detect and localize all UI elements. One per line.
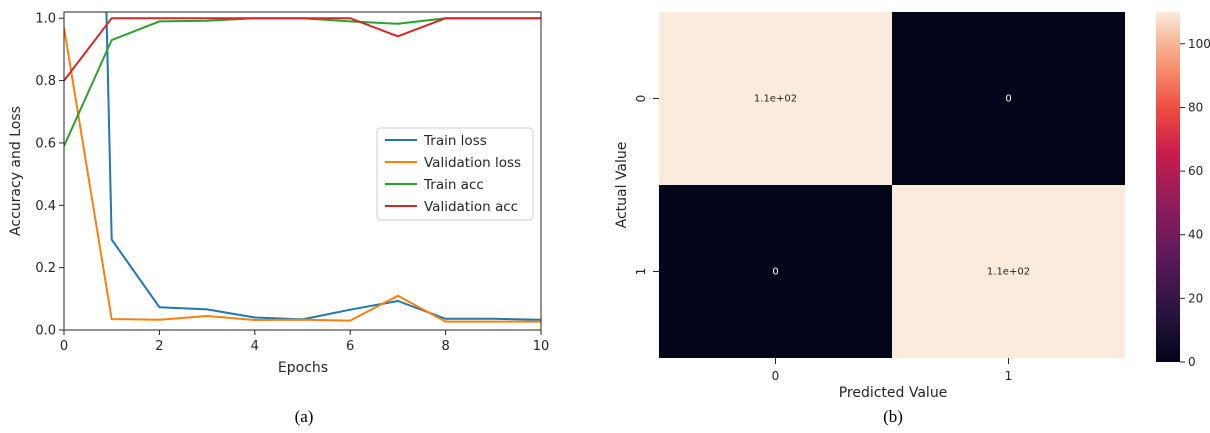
series-line-validation-loss [64,27,541,323]
heatmap-x-tick-label: 0 [772,369,780,383]
x-tick-label: 10 [533,339,550,354]
heatmap-cells: 1.1e+02 0 0 1.1e+02 [659,12,1125,358]
line-x-axis-label: Epochs [278,360,328,376]
heatmap-x-axis-label: Predicted Value [839,385,948,401]
y-tick-label: 0.0 [35,324,56,339]
line-chart: 0 2 4 6 8 10 0.0 0.2 0.4 0.6 0.8 1.0 Epochs Accura… [8,11,549,426]
heatmap-cell-annotation: 1.1e+02 [987,267,1030,278]
colorbar-tick-label: 60 [1188,164,1203,178]
legend-label: Validation loss [424,155,521,171]
x-tick-label: 4 [251,339,259,354]
colorbar-tick-label: 0 [1188,355,1196,369]
heatmap-cell [892,185,1125,358]
line-series-group [64,12,541,323]
colorbar-tick-label: 100 [1188,37,1210,51]
series-line-validation-acc [64,17,541,82]
y-tick-label: 1.0 [35,12,56,27]
legend-frame [376,127,534,221]
colorbar-ticks: 0 20 40 60 80 100 [1180,37,1210,369]
x-tick-label: 2 [155,339,163,354]
heatmap-y-ticks: 01 [634,95,659,276]
y-tick-label: 0.4 [35,199,56,214]
heatmap-cell [659,185,892,358]
x-tick-label: 6 [346,339,354,354]
heatmap-x-tick-label: 1 [1005,369,1013,383]
y-tick-label: 0.8 [35,74,56,89]
panel-b-caption: (b) [883,407,903,426]
heatmap-y-tick-label: 0 [634,95,648,103]
panel-a-caption: (a) [295,407,314,426]
colorbar: 0 20 40 60 80 100 [1156,12,1210,369]
heatmap-y-axis-label: Actual Value [614,142,630,229]
legend-label: Train loss [423,133,487,149]
line-y-axis-label: Accuracy and Loss [8,106,24,236]
x-tick-label: 8 [441,339,449,354]
line-x-ticks: 0 2 4 6 8 10 [60,330,549,354]
x-tick-label: 0 [60,339,68,354]
y-tick-label: 0.2 [35,261,56,276]
heatmap-cell-annotation: 0 [1005,94,1011,105]
heatmap-cell-annotation: 0 [772,267,778,278]
colorbar-tick-label: 80 [1188,100,1203,114]
heatmap-y-tick-label: 1 [634,268,648,276]
line-legend: Train loss Validation loss Train acc Valida… [376,127,534,221]
colorbar-tick-label: 20 [1188,291,1203,305]
heatmap-cell [659,12,892,185]
legend-label: Train acc [423,177,484,193]
heatmap-cell [892,12,1125,185]
heatmap-cell-annotation: 1.1e+02 [754,94,797,105]
line-y-ticks: 0.0 0.2 0.4 0.6 0.8 1.0 [35,12,64,339]
colorbar-gradient [1156,12,1180,362]
colorbar-tick-label: 40 [1188,228,1203,242]
y-tick-label: 0.6 [35,136,56,151]
line-plot-frame [63,11,542,331]
legend-label: Validation acc [424,199,518,215]
